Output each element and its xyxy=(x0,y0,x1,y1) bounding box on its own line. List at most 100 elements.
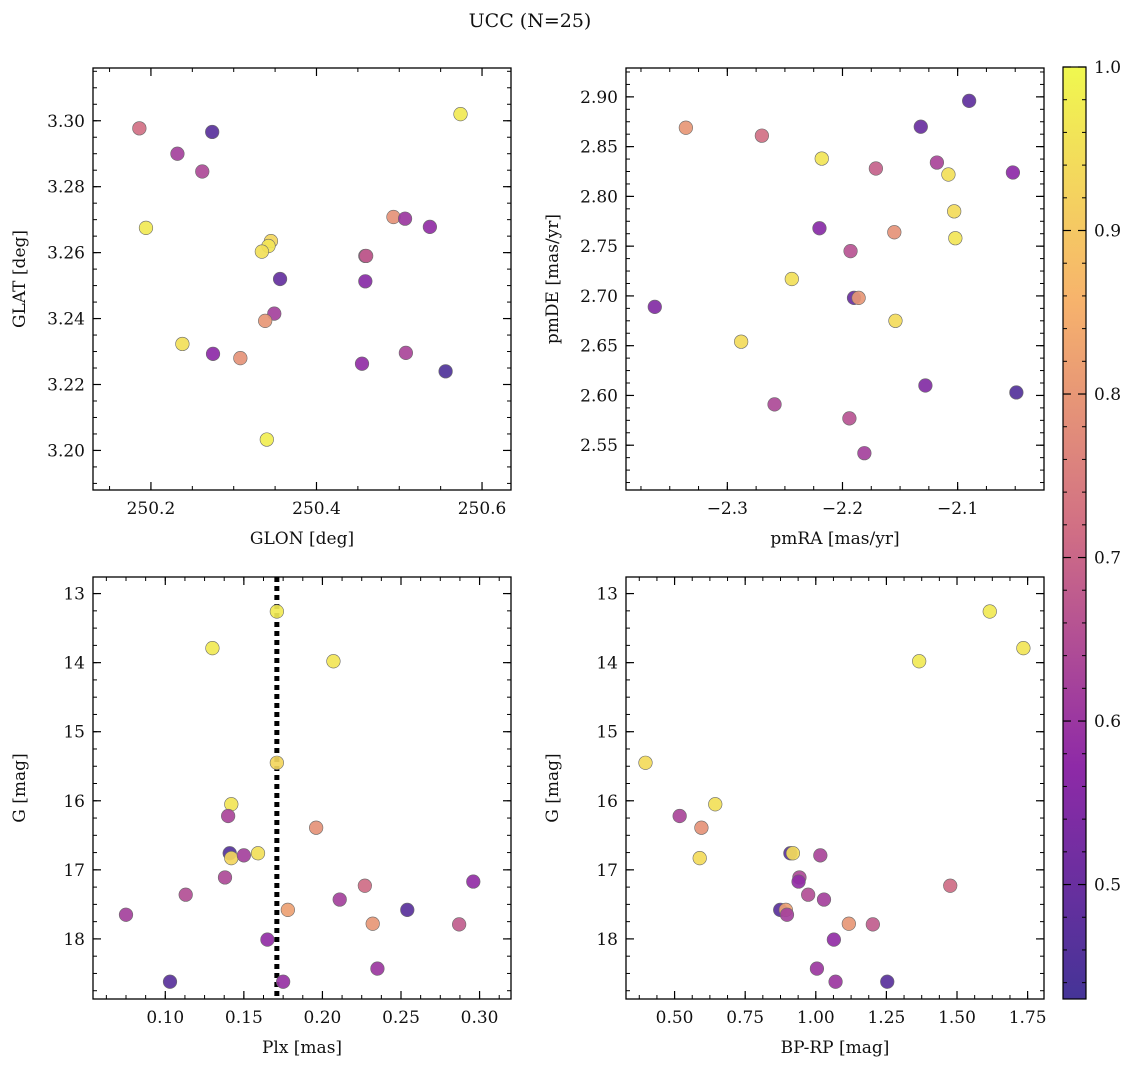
data-point xyxy=(260,932,275,947)
colorbar: 1.0 0.9 0.8 0.7 0.6 0.5 xyxy=(1062,58,1121,1000)
data-point xyxy=(269,604,284,619)
y-tick-label: 15 xyxy=(596,723,618,743)
data-point xyxy=(913,119,928,134)
data-point xyxy=(813,848,828,863)
y-axis-label: G [mag] xyxy=(10,753,30,822)
data-point xyxy=(843,244,858,259)
data-point xyxy=(912,654,927,669)
x-tick-label: 0.20 xyxy=(303,1008,341,1028)
data-point xyxy=(217,870,233,885)
data-point xyxy=(250,846,266,861)
data-point xyxy=(678,120,693,135)
data-point xyxy=(309,820,324,835)
data-point xyxy=(828,974,843,989)
axes-frame xyxy=(92,67,512,491)
data-point xyxy=(438,364,453,379)
x-tick-label: −2.1 xyxy=(937,499,978,519)
x-axis-label: GLON [deg] xyxy=(250,529,354,549)
data-point xyxy=(962,93,977,108)
y-tick-label: 13 xyxy=(63,585,85,605)
data-point xyxy=(857,446,872,461)
data-point xyxy=(138,220,154,235)
data-point xyxy=(694,820,709,835)
x-tick-label: 0.15 xyxy=(225,1008,263,1028)
y-tick-label: 3.22 xyxy=(47,376,85,396)
data-point xyxy=(880,974,895,989)
data-point xyxy=(791,874,806,889)
data-point xyxy=(453,107,468,122)
data-point xyxy=(842,411,857,426)
y-axis-label: pmDE [mas/yr] xyxy=(543,214,563,344)
data-point xyxy=(272,271,288,287)
data-point xyxy=(221,808,236,824)
data-point xyxy=(888,313,903,328)
data-point xyxy=(205,346,221,361)
data-point xyxy=(178,887,193,902)
data-point xyxy=(359,248,374,264)
data-point xyxy=(1009,385,1024,400)
y-tick-label: 17 xyxy=(63,861,85,881)
colorbar-gradient xyxy=(1062,66,1087,1000)
colorbar-tick-label: 0.7 xyxy=(1094,549,1121,569)
panel-pmra-pmde: −2.3 −2.2 −2.1 2.55 2.60 2.65 2.70 2.75 2.80 2.85… xyxy=(543,67,1045,549)
axes-frame xyxy=(92,576,512,1000)
x-tick-label: 0.50 xyxy=(656,1008,694,1028)
data-point xyxy=(865,917,880,932)
data-point xyxy=(647,299,662,314)
data-point xyxy=(941,167,956,182)
y-tick-label: 2.55 xyxy=(580,436,618,456)
x-tick-label: 250.2 xyxy=(127,499,176,519)
colorbar-tick-label: 1.0 xyxy=(1094,58,1121,78)
data-point xyxy=(809,961,825,976)
data-point xyxy=(452,917,467,932)
data-point xyxy=(734,334,749,349)
data-point xyxy=(132,121,147,136)
data-point xyxy=(236,848,251,863)
data-point xyxy=(254,244,269,259)
data-point xyxy=(785,846,801,861)
data-point xyxy=(354,356,370,371)
data-point xyxy=(195,164,210,179)
panel-glon-glat: 250.2 250.4 250.6 3.20 3.22 3.24 3.26 3.28 3.30 G… xyxy=(10,67,512,549)
y-axis-label: GLAT [deg] xyxy=(10,230,30,328)
data-point xyxy=(205,641,220,656)
y-tick-label: 2.60 xyxy=(580,386,618,406)
x-tick-label: 1.25 xyxy=(867,1008,905,1028)
data-point xyxy=(326,654,341,669)
data-point xyxy=(841,916,856,931)
x-axis-label: Plx [mas] xyxy=(262,1038,342,1058)
data-point xyxy=(851,290,866,306)
data-point xyxy=(118,907,134,922)
data-point xyxy=(358,274,373,289)
data-point xyxy=(205,124,220,140)
data-point xyxy=(754,128,769,143)
y-tick-label: 3.24 xyxy=(47,310,85,330)
data-point xyxy=(767,397,782,412)
y-tick-label: 16 xyxy=(63,792,85,812)
y-tick-label: 3.28 xyxy=(47,178,85,198)
data-point xyxy=(170,146,185,161)
data-point xyxy=(779,907,795,922)
axes-frame xyxy=(625,576,1045,1000)
data-point xyxy=(357,878,372,893)
x-tick-label: 250.6 xyxy=(458,499,507,519)
data-point xyxy=(224,851,239,866)
y-tick-label: 16 xyxy=(596,792,618,812)
data-point xyxy=(692,851,707,866)
data-point xyxy=(708,797,723,812)
x-axis-label: BP-RP [mag] xyxy=(781,1038,890,1058)
data-point xyxy=(948,231,963,246)
data-point xyxy=(814,151,829,166)
x-tick-label: 0.75 xyxy=(726,1008,764,1028)
data-point xyxy=(280,902,295,918)
y-tick-label: 15 xyxy=(63,723,85,743)
y-tick-label: 2.70 xyxy=(580,287,618,307)
y-tick-label: 18 xyxy=(63,930,85,950)
data-point xyxy=(162,974,178,989)
x-tick-label: 1.00 xyxy=(797,1008,835,1028)
x-tick-label: 0.10 xyxy=(146,1008,184,1028)
y-tick-label: 13 xyxy=(596,585,618,605)
y-tick-label: 18 xyxy=(596,930,618,950)
data-point xyxy=(276,974,291,989)
